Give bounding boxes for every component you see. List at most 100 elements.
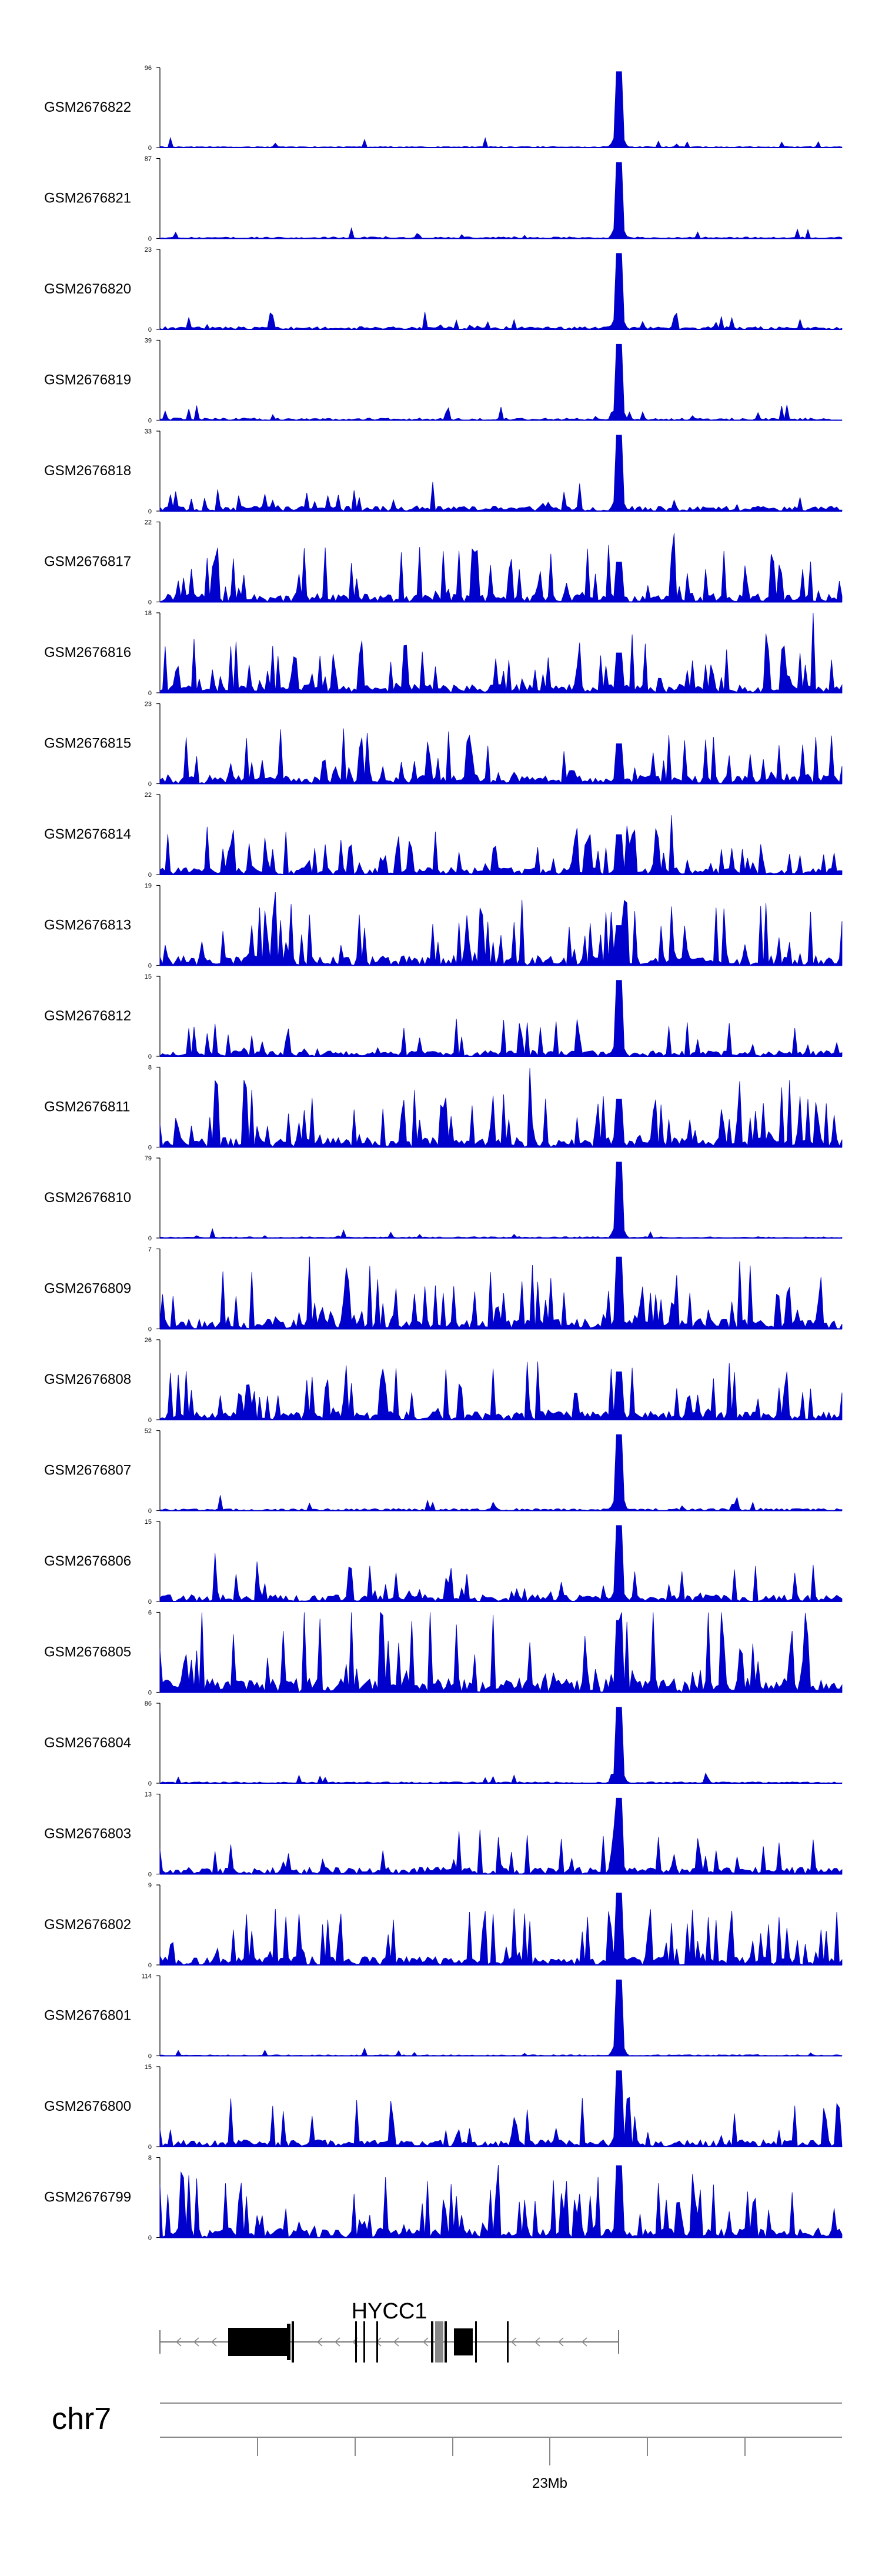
strand-arrow: [175, 2337, 182, 2347]
y-max-label: 96: [145, 65, 152, 72]
signal-area: [159, 815, 843, 875]
track-label: GSM2676818: [44, 463, 131, 479]
signal-area: [159, 1068, 843, 1148]
track-label: GSM2676807: [44, 1463, 131, 1479]
signal-area: [159, 1362, 843, 1420]
track-GSM2676805: GSM2676805 6 0: [44, 1610, 843, 1697]
track-label: GSM2676800: [44, 2098, 131, 2114]
y-max-label: 87: [145, 156, 152, 163]
y-min-label: 0: [148, 1144, 152, 1152]
y-max-label: 7: [148, 1246, 152, 1253]
track-GSM2676799: GSM2676799 8 0: [44, 2155, 843, 2242]
track-label: GSM2676799: [44, 2190, 131, 2205]
track-label: GSM2676804: [44, 1735, 131, 1751]
axis-ticks: [257, 2437, 746, 2465]
track-GSM2676806: GSM2676806 15 0: [44, 1519, 843, 1606]
y-min-label: 0: [148, 599, 152, 606]
y-max-label: 23: [145, 701, 152, 708]
track-label: GSM2676820: [44, 281, 131, 297]
gene-name-label: HYCC1: [352, 2299, 427, 2324]
track-GSM2676811: GSM2676811 8 0: [44, 1065, 843, 1152]
strand-arrow: [534, 2337, 540, 2347]
y-min-label: 0: [148, 418, 152, 425]
y-max-label: 18: [145, 610, 152, 617]
track-GSM2676801: GSM2676801 114 0: [44, 1973, 843, 2060]
track-GSM2676815: GSM2676815 23 0: [44, 701, 843, 788]
signal-area: [159, 1707, 843, 1784]
track-label: GSM2676811: [44, 1099, 130, 1115]
track-label: GSM2676814: [44, 826, 131, 842]
signal-area: [159, 1611, 843, 1693]
track-label: GSM2676812: [44, 1008, 131, 1024]
track-label: GSM2676801: [44, 2008, 131, 2024]
y-min-label: 0: [148, 1417, 152, 1424]
gene-exon: [454, 2328, 473, 2355]
y-max-label: 22: [145, 792, 152, 799]
track-GSM2676803: GSM2676803 13 0: [44, 1791, 843, 1878]
track-label: GSM2676817: [44, 554, 131, 570]
y-max-label: 15: [145, 973, 152, 980]
y-max-label: 9: [148, 1882, 152, 1889]
signal-area: [159, 162, 843, 239]
track-GSM2676812: GSM2676812 15 0: [44, 973, 843, 1060]
gene-structure: [159, 2321, 619, 2363]
y-min-label: 0: [148, 2235, 152, 2242]
y-min-label: 0: [148, 1780, 152, 1787]
track-label: GSM2676813: [44, 917, 131, 933]
signal-area: [159, 1256, 843, 1330]
y-max-label: 8: [148, 2155, 152, 2162]
signal-area: [159, 728, 843, 784]
y-min-label: 0: [148, 1871, 152, 1878]
track-label: GSM2676805: [44, 1644, 131, 1660]
gene-exon: [435, 2321, 443, 2363]
y-min-label: 0: [148, 690, 152, 697]
gene-exon: [507, 2321, 509, 2363]
y-min-label: 0: [148, 1235, 152, 1242]
track-GSM2676820: GSM2676820 23 0: [44, 246, 843, 333]
y-max-label: 22: [145, 519, 152, 526]
chromosome-axis: chr7 23Mb: [52, 2402, 842, 2491]
track-label: GSM2676809: [44, 1281, 131, 1297]
chromosome-label: chr7: [52, 2402, 111, 2436]
strand-arrow: [581, 2337, 587, 2347]
track-label: GSM2676803: [44, 1826, 131, 1842]
track-label: GSM2676810: [44, 1190, 131, 1206]
gene-exon: [292, 2321, 294, 2363]
y-min-label: 0: [148, 145, 152, 152]
y-min-label: 0: [148, 2144, 152, 2151]
axis-tick-label-23mb: 23Mb: [532, 2475, 567, 2491]
strand-arrow: [193, 2337, 199, 2347]
signal-area: [159, 1525, 843, 1602]
gene-model-track: HYCC1: [159, 2299, 619, 2363]
signal-tracks: GSM2676822960GSM2676821870GSM2676820230G…: [44, 65, 843, 2242]
track-label: GSM2676822: [44, 99, 131, 115]
strand-arrow: [316, 2337, 323, 2347]
track-label: GSM2676802: [44, 1917, 131, 1933]
y-max-label: 6: [148, 1610, 152, 1617]
signal-area: [159, 892, 843, 966]
y-max-label: 79: [145, 1155, 152, 1162]
y-max-label: 13: [145, 1791, 152, 1798]
track-label: GSM2676821: [44, 191, 131, 206]
y-min-label: 0: [148, 872, 152, 879]
strand-arrow: [393, 2337, 399, 2347]
y-max-label: 39: [145, 338, 152, 345]
y-max-label: 86: [145, 1700, 152, 1707]
track-GSM2676813: GSM2676813 19 0: [44, 883, 843, 970]
track-GSM2676821: GSM2676821 87 0: [44, 156, 843, 243]
track-label: GSM2676816: [44, 645, 131, 660]
track-label: GSM2676819: [44, 372, 131, 388]
track-GSM2676819: GSM2676819 39 0: [44, 338, 843, 425]
gene-exon: [355, 2321, 357, 2363]
track-GSM2676800: GSM2676800 15 0: [44, 2064, 843, 2151]
y-max-label: 33: [145, 428, 152, 435]
gene-exon: [475, 2321, 477, 2363]
signal-area: [159, 533, 843, 603]
y-min-label: 0: [148, 1690, 152, 1697]
y-min-label: 0: [148, 781, 152, 788]
track-GSM2676818: GSM2676818 33 0: [44, 428, 843, 515]
track-GSM2676810: GSM2676810 79 0: [44, 1155, 843, 1242]
signal-area: [159, 612, 843, 693]
y-max-label: 26: [145, 1337, 152, 1344]
signal-area: [159, 2070, 843, 2148]
